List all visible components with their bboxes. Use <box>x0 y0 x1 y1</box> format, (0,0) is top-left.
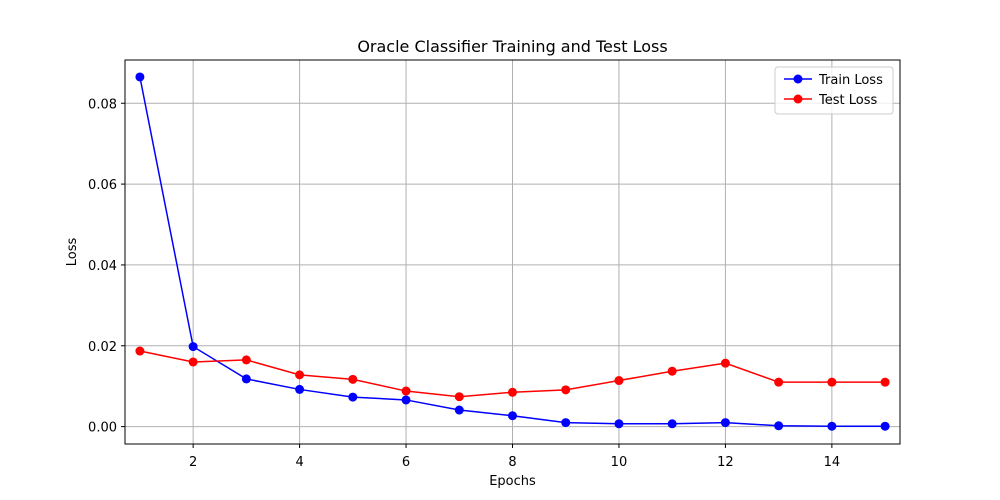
x-axis-label: Epochs <box>489 474 536 489</box>
data-point-train-loss <box>508 411 517 421</box>
legend-train-label: Train Loss <box>818 73 883 88</box>
legend-train-marker <box>793 74 803 84</box>
data-point-test-loss <box>348 374 358 384</box>
legend: Train Loss Test Loss <box>774 66 894 115</box>
y-tick-label: 0.00 <box>88 421 117 436</box>
data-point-train-loss <box>720 418 730 428</box>
data-point-test-loss <box>401 386 411 396</box>
data-point-test-loss <box>720 358 730 368</box>
x-tick-label: 8 <box>508 455 516 470</box>
data-point-train-loss <box>827 421 837 431</box>
data-point-train-loss <box>348 392 358 402</box>
data-point-train-loss <box>614 419 624 429</box>
legend-test-label: Test Loss <box>818 93 877 108</box>
data-point-train-loss <box>880 421 890 431</box>
x-tick-label: 6 <box>402 455 410 470</box>
data-point-train-loss <box>667 419 677 429</box>
x-tick-label: 4 <box>295 455 303 470</box>
y-tick-label: 0.02 <box>88 340 117 355</box>
data-point-test-loss <box>827 377 837 387</box>
data-point-test-loss <box>454 392 464 402</box>
data-point-test-loss <box>241 355 251 365</box>
data-point-train-loss <box>561 418 571 428</box>
legend-test-marker <box>793 94 803 104</box>
grid <box>125 60 900 444</box>
y-tick-label: 0.06 <box>88 178 117 193</box>
data-point-train-loss <box>135 72 145 82</box>
chart-title: Oracle Classifier Training and Test Loss <box>357 37 667 56</box>
data-point-test-loss <box>508 387 517 397</box>
data-point-train-loss <box>401 395 411 405</box>
data-point-test-loss <box>774 377 784 387</box>
y-axis-label: Loss <box>65 238 80 267</box>
x-tick-label: 2 <box>189 455 197 470</box>
data-point-test-loss <box>295 370 305 380</box>
data-point-train-loss <box>774 421 784 431</box>
x-tick-label: 12 <box>717 455 734 470</box>
data-point-train-loss <box>241 374 251 384</box>
y-tick-label: 0.08 <box>88 97 117 112</box>
data-point-train-loss <box>454 405 464 415</box>
data-point-test-loss <box>561 385 571 395</box>
axis-ticks: 2 4 6 8 10 12 14 0.00 0.02 0.04 0.06 0.08 <box>88 97 840 470</box>
data-point-test-loss <box>135 346 145 356</box>
data-point-test-loss <box>667 366 677 376</box>
data-point-train-loss <box>295 384 305 394</box>
x-tick-label: 10 <box>611 455 628 470</box>
data-point-test-loss <box>614 376 624 386</box>
x-tick-label: 14 <box>824 455 841 470</box>
data-point-test-loss <box>188 357 198 367</box>
data-point-test-loss <box>880 377 890 387</box>
y-tick-label: 0.04 <box>88 259 117 274</box>
data-point-train-loss <box>188 342 198 352</box>
series-layer <box>135 72 890 431</box>
